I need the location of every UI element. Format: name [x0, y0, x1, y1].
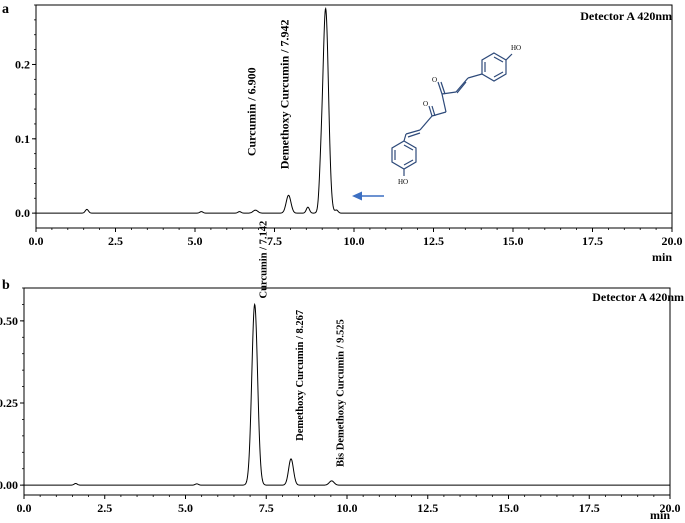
a-peak-label: Demethoxy Curcumin / 7.942: [278, 20, 292, 170]
a-y-tick-label: 0.2: [15, 57, 30, 71]
b-x-tick-label: 5.0: [178, 501, 193, 515]
annotation-arrow: [352, 191, 384, 201]
panel-b-axes: [23, 287, 671, 496]
panel-a-x-ticks: 0.0 2.5 5.0 7.5 10.0 12.5 15.0 17.5 20.0: [29, 228, 683, 248]
carbonyl-o2-label: O: [423, 100, 428, 108]
b-plot-frame: [23, 287, 671, 496]
a-x-tick-label: 15.0: [503, 234, 524, 248]
panel-letter-b: b: [2, 278, 10, 293]
a-peak-label: Curcumin / 6.900: [244, 67, 258, 156]
panel-a-x-unit: min: [652, 250, 672, 264]
a-plot-frame: [35, 4, 673, 229]
panel-a-peak-labels: Curcumin / 6.900 Demethoxy Curcumin / 7.9…: [244, 20, 292, 170]
panel-b: b 0.0 2.5 5.0 7.5 10.0 12.5 15.0 17.5 20.0 0.000…: [0, 221, 684, 522]
b-x-tick-label: 7.5: [259, 501, 274, 515]
a-x-tick-label: 12.5: [423, 234, 444, 248]
a-x-tick-label: 2.5: [108, 234, 123, 248]
a-x-tick-label: 10.0: [344, 234, 365, 248]
panel-b-x-ticks: 0.0 2.5 5.0 7.5 10.0 12.5 15.0 17.5 20.0: [17, 495, 681, 515]
a-x-tick-label: 7.5: [267, 234, 282, 248]
b-x-tick-label: 10.0: [337, 501, 358, 515]
panel-a-detector-label: Detector A 420nm: [580, 9, 672, 23]
b-x-tick-label: 17.5: [579, 501, 600, 515]
b-x-tick-label: 0.0: [17, 501, 32, 515]
molecule-structure: [391, 52, 513, 176]
a-y-tick-label: 0.0: [15, 206, 30, 220]
panel-a-axes: [35, 4, 673, 229]
molecule-labels: HO O O HO: [398, 44, 521, 186]
panel-b-trace: [24, 302, 670, 486]
panel-a-trace: [36, 7, 672, 214]
panel-b-peak-labels: Curcumin / 7.142 Demethoxy Curcumin / 8.2…: [259, 221, 347, 467]
b-y-tick-label: 0.00: [0, 478, 18, 492]
hydroxyl-top-label: HO: [511, 44, 521, 52]
b-peak-label: Curcumin / 7.142: [259, 221, 270, 299]
b-x-tick-label: 20.0: [660, 501, 681, 515]
panel-b-detector-label: Detector A 420nm: [592, 290, 684, 304]
a-x-tick-label: 5.0: [188, 234, 203, 248]
a-x-tick-label: 0.0: [29, 234, 44, 248]
b-x-tick-label: 15.0: [498, 501, 519, 515]
b-peak-label: Demethoxy Curcumin / 8.267: [295, 310, 306, 441]
carbonyl-o1-label: O: [432, 76, 437, 84]
panel-b-x-unit: min: [650, 508, 670, 522]
b-y-tick-label: 0.50: [0, 314, 18, 328]
a-x-tick-label: 20.0: [662, 234, 683, 248]
a-x-tick-label: 17.5: [582, 234, 603, 248]
panel-letter-a: a: [2, 2, 9, 17]
b-x-tick-label: 12.5: [417, 501, 438, 515]
b-peak-label: Bis Demethoxy Curcumin / 9.525: [336, 319, 347, 467]
a-y-tick-label: 0.1: [15, 132, 30, 146]
hydroxyl-bottom-label: HO: [398, 178, 408, 186]
b-x-tick-label: 2.5: [97, 501, 112, 515]
panel-a-y-ticks: 0.0 0.1 0.2: [15, 4, 36, 220]
panel-b-y-ticks: 0.00 0.25 0.50: [0, 287, 24, 492]
b-y-tick-label: 0.25: [0, 396, 18, 410]
panel-a: a 0.0 2.5 5.0 7.5 10.0 12.5 15.0 17.5 20.0 0.00.…: [2, 2, 683, 264]
